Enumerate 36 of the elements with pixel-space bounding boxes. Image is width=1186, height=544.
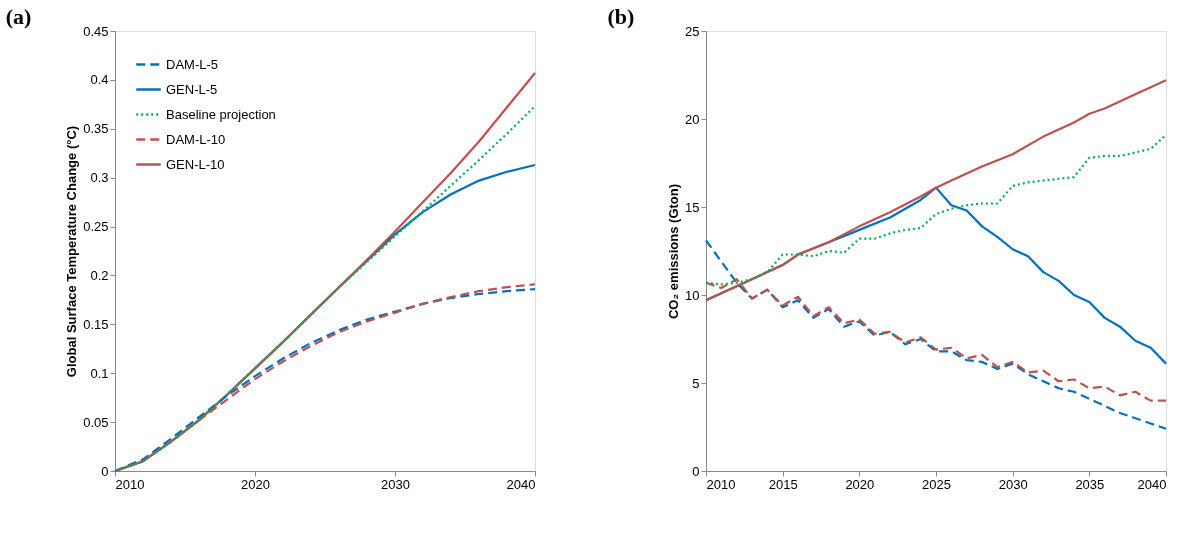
x-tick-label: 2040 xyxy=(1137,476,1167,492)
chart-title: (b) xyxy=(607,4,635,29)
y-tick-label: 0.05 xyxy=(83,414,109,430)
y-tick-label: 25 xyxy=(685,23,700,39)
y-tick-label: 15 xyxy=(685,199,700,215)
x-tick-label: 2015 xyxy=(768,476,798,492)
x-tick-label: 2030 xyxy=(998,476,1028,492)
y-tick-label: 0.45 xyxy=(83,23,109,39)
y-tick-label: 10 xyxy=(685,287,700,303)
x-tick-label: 2020 xyxy=(845,476,875,492)
x-tick-label: 2020 xyxy=(241,476,270,492)
y-tick-label: 20 xyxy=(685,111,700,127)
legend-label: GEN-L-10 xyxy=(166,156,225,172)
y-tick-label: 0.25 xyxy=(83,219,109,235)
x-tick-label: 2010 xyxy=(115,476,145,492)
y-tick-label: 0.15 xyxy=(83,316,109,332)
x-tick-label: 2035 xyxy=(1075,476,1105,492)
chart-title: (a) xyxy=(5,4,32,29)
y-tick-label: 0.4 xyxy=(90,72,109,88)
y-tick-label: 0.2 xyxy=(90,267,109,283)
y-tick-label: 0.1 xyxy=(90,365,109,381)
legend-label: DAM-L-5 xyxy=(166,56,219,72)
y-tick-label: 0.3 xyxy=(90,170,109,186)
y-tick-label: 5 xyxy=(692,375,700,391)
x-tick-label: 2025 xyxy=(922,476,951,492)
legend-label: GEN-L-5 xyxy=(166,81,218,97)
x-tick-label: 2030 xyxy=(381,476,410,492)
y-axis-title: CO₂ emissions (Gton) xyxy=(666,183,682,320)
legend-label: DAM-L-10 xyxy=(166,131,226,147)
y-tick-label: 0.35 xyxy=(83,121,109,137)
x-tick-label: 2010 xyxy=(706,476,736,492)
y-tick-label: 0 xyxy=(101,463,109,479)
x-tick-label: 2040 xyxy=(506,476,536,492)
y-axis-title: Global Surface Temperature Change (°C) xyxy=(64,125,80,378)
y-tick-label: 0 xyxy=(692,463,700,479)
legend-label: Baseline projection xyxy=(166,106,276,122)
